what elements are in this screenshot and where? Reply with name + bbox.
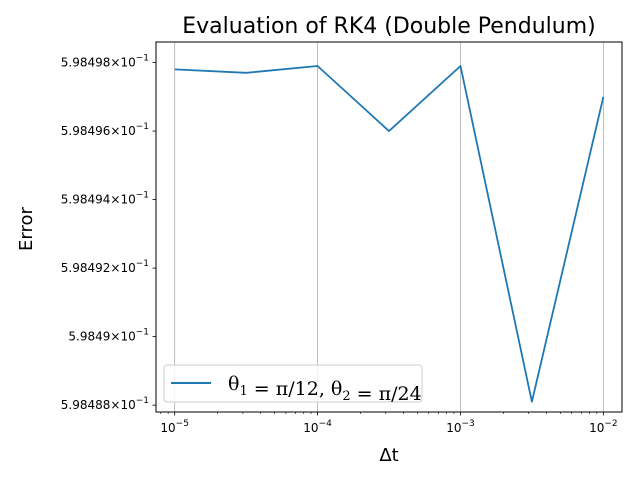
plot-layer xyxy=(174,65,605,403)
x-tick-label: 10−5 xyxy=(160,419,189,435)
y-tick-label: 5.98494×10−1 xyxy=(61,191,149,207)
y-axis-label: Error xyxy=(16,206,37,250)
y-tick-label: 5.98488×10−1 xyxy=(61,396,149,412)
y-tick-label: 5.98498×10−1 xyxy=(61,54,149,70)
grid-layer xyxy=(174,42,604,412)
chart-title: Evaluation of RK4 (Double Pendulum) xyxy=(182,14,595,39)
y-tick-label: 5.9849×10−1 xyxy=(68,328,149,344)
legend-label: θ1 = π/12, θ2 = π/24 xyxy=(228,373,422,405)
x-tick-label: 10−2 xyxy=(589,419,618,435)
plot-frame xyxy=(155,41,623,413)
y-tick-label: 5.98496×10−1 xyxy=(61,122,149,138)
legend: θ1 = π/12, θ2 = π/24 xyxy=(163,364,423,405)
x-axis: 10−5 10−4 10−3 10−2 xyxy=(160,412,618,435)
y-tick-label: 5.98492×10−1 xyxy=(61,259,149,275)
x-axis-label: Δt xyxy=(379,445,398,466)
legend-box xyxy=(163,364,423,403)
y-axis: 5.98498×10−1 5.98496×10−1 5.98494×10−1 5.98… xyxy=(61,54,156,412)
x-tick-label: 10−3 xyxy=(446,419,475,435)
x-tick-label: 10−4 xyxy=(303,419,332,435)
series-line-0 xyxy=(174,65,605,403)
